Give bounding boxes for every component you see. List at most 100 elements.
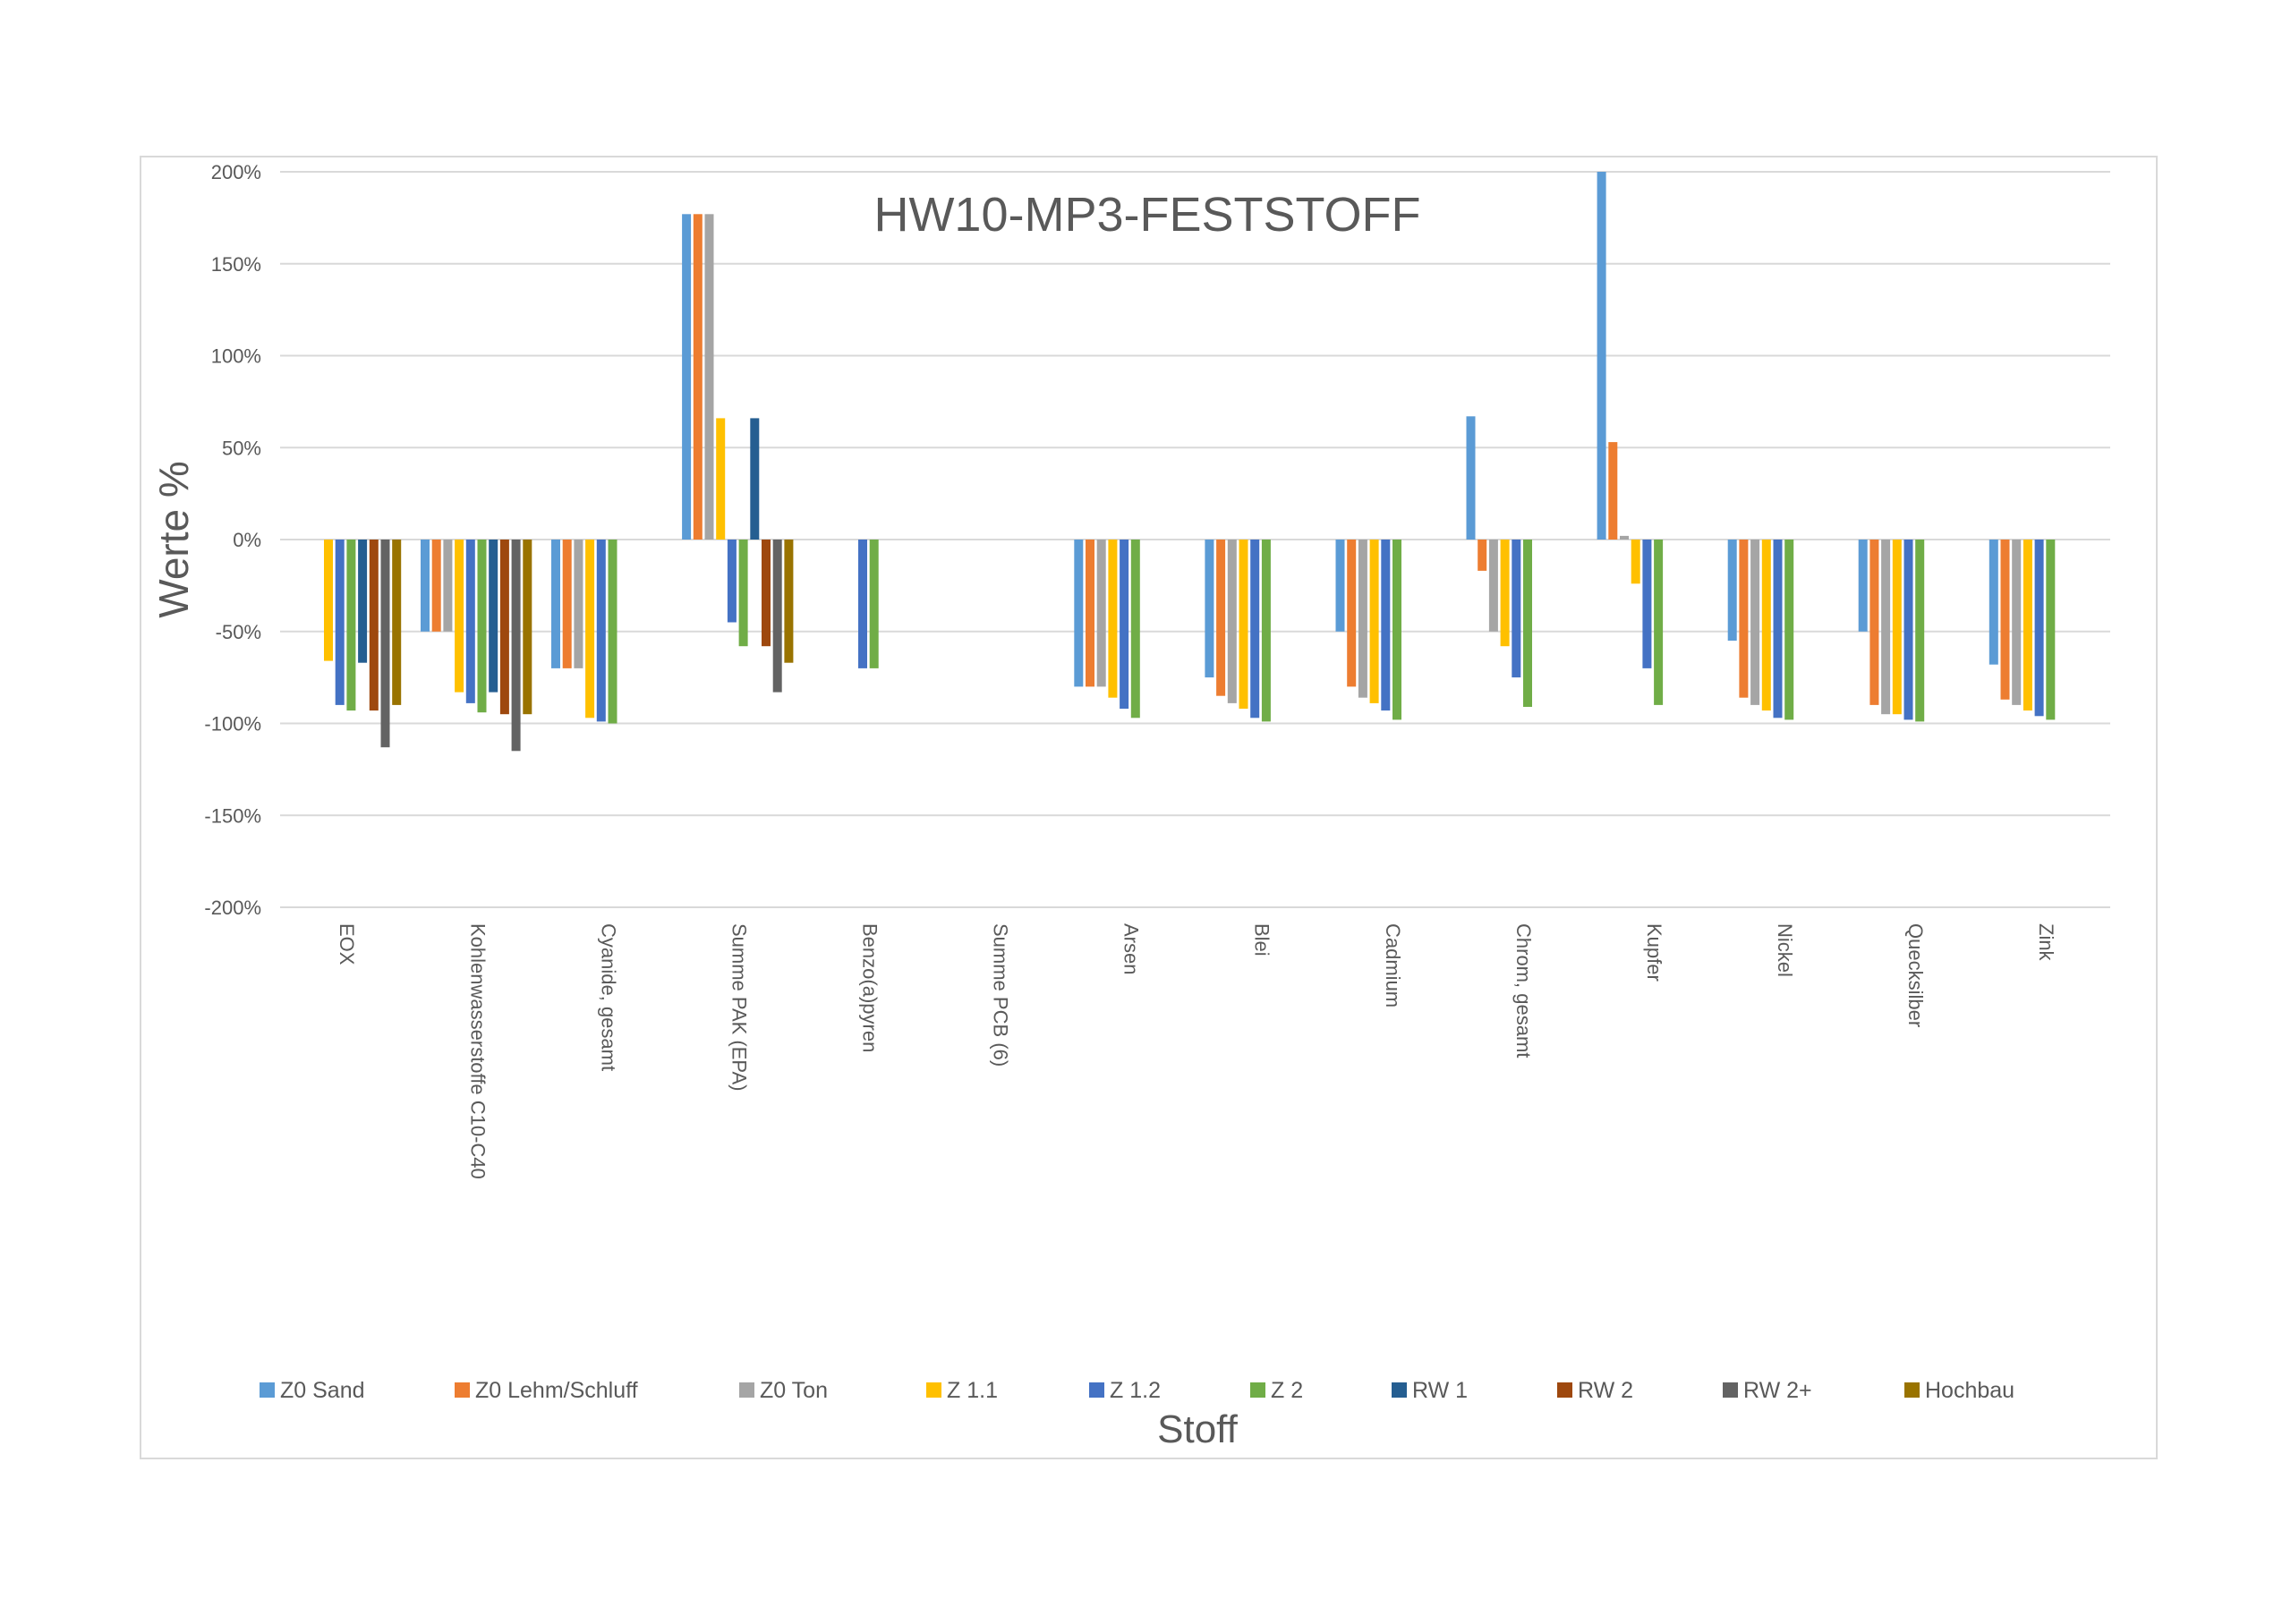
bar [1216,540,1226,696]
bar [421,540,430,632]
bar [1858,540,1868,632]
y-axis-title: Werte % [150,461,197,618]
bar [1903,540,1913,720]
bar [499,540,509,715]
y-tick-label: -150% [204,804,261,827]
x-tick-label: Summe PAK (EPA) [728,923,750,1091]
x-tick-label: Kupfer [1643,923,1665,982]
chart-title: HW10-MP3-FESTSTOFF [873,188,1420,242]
bar [1784,540,1794,720]
bar [1239,540,1248,710]
legend-swatch [1557,1382,1572,1398]
bar [1086,540,1094,687]
bar [1250,540,1260,718]
bar [489,540,498,693]
y-tick-label: 50% [222,437,261,459]
bar [2012,540,2022,705]
bar [1381,540,1391,711]
bar [762,540,771,647]
x-tick-label: Nickel [1774,923,1796,977]
legend-swatch [926,1382,941,1398]
bar [1750,540,1760,705]
legend-label: Z 1.2 [1110,1378,1161,1403]
x-axis-title: Stoff [1157,1407,1238,1451]
bar [1466,416,1476,540]
bars [324,172,2056,752]
bar [1096,540,1106,687]
bar [1915,540,1925,722]
bar [358,540,368,663]
bar [335,540,345,705]
y-tick-label: 150% [211,253,261,276]
chart-area-border [140,156,2158,1459]
bar [346,540,356,711]
bar [784,540,794,663]
bar [608,540,617,724]
bar [465,540,475,703]
bar [551,540,560,668]
bar [1347,540,1357,687]
bar [750,418,760,540]
y-axis-ticks: 200% 150% 100% 50% 0% -50% -100% -150% -200% [204,161,261,919]
bar [772,540,782,693]
bar [1620,535,1629,540]
bar [869,540,879,668]
bar [1892,540,1902,715]
y-tick-label: -200% [204,897,261,919]
bar [1761,540,1771,711]
gridlines [280,171,2110,908]
bar [2000,540,2010,700]
legend-label: Z0 Lehm/Schluff [475,1378,638,1403]
bar [693,214,703,540]
bar [1205,540,1214,678]
legend-label: RW 2+ [1743,1378,1812,1403]
bar [1227,540,1237,703]
legend-swatch [1250,1382,1265,1398]
legend-label: RW 1 [1412,1378,1468,1403]
bar [1335,540,1345,632]
bar [738,540,748,647]
bar [1989,540,1998,665]
bar [455,540,464,693]
legend-swatch [260,1382,275,1398]
y-tick-label: -50% [216,621,261,643]
x-tick-label: Benzo(a)pyren [858,923,881,1052]
bar [1631,540,1640,584]
bar [1523,540,1532,707]
bar [716,418,726,540]
bar [727,540,737,623]
y-tick-label: 100% [211,345,261,368]
legend-label: Z 2 [1271,1378,1303,1403]
legend-swatch [739,1382,754,1398]
bar [2023,540,2032,711]
bar [1392,540,1401,720]
bar [1642,540,1652,668]
bar [1881,540,1891,715]
legend-swatch [1723,1382,1738,1398]
bar [682,214,692,540]
bar [1358,540,1367,698]
y-tick-label: 200% [211,161,261,183]
legend-swatch [1392,1382,1407,1398]
x-tick-label: Cyanide, gesamt [597,923,619,1071]
x-tick-label: Quecksilber [1904,923,1927,1027]
bar [704,214,714,540]
bar [369,540,379,711]
x-tick-label: EOX [336,923,358,965]
bar [523,540,532,715]
bar [477,540,487,713]
bar [596,540,606,722]
legend-swatch [1904,1382,1920,1398]
bar [1869,540,1879,705]
bar [380,540,390,748]
x-axis-ticks: EOX Kohlenwasserstoffe C10-C40 Cyanide, ge… [336,923,2057,1179]
bar [511,540,521,752]
legend-label: RW 2 [1578,1378,1633,1403]
legend-label: Z 1.1 [947,1378,998,1403]
legend-swatch [1089,1382,1104,1398]
bar [1512,540,1521,678]
x-tick-label: Cadmium [1382,923,1404,1008]
bar [1369,540,1379,703]
